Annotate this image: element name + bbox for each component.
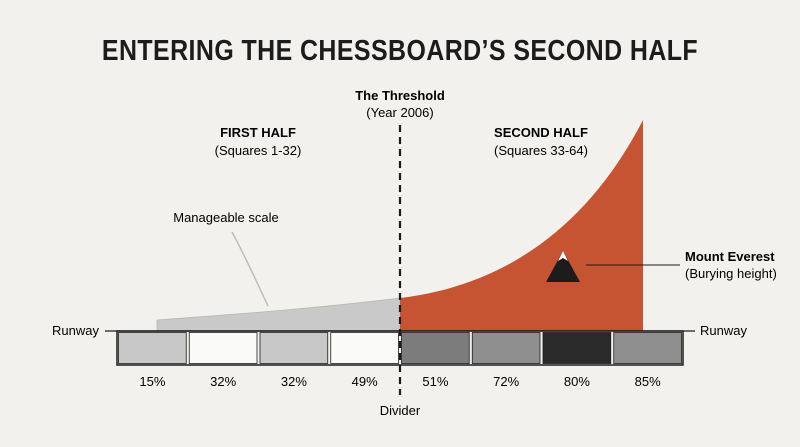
segment-7 <box>542 332 612 364</box>
everest-subtitle: (Burying height) <box>685 266 777 281</box>
segment-4 <box>330 332 399 364</box>
threshold-subtitle: (Year 2006) <box>366 105 433 120</box>
divider-label: Divider <box>380 403 421 418</box>
segment-labels: 15% 32% 32% 49% 51% 72% 80% 85% <box>139 374 661 389</box>
everest-title: Mount Everest <box>685 249 775 264</box>
segment-label-3: 32% <box>281 374 307 389</box>
segment-2 <box>188 332 258 364</box>
segment-3 <box>259 332 329 364</box>
segment-8 <box>613 332 682 364</box>
mountain-icon <box>546 251 580 282</box>
segment-5 <box>401 332 470 364</box>
runway-right-label: Runway <box>700 323 747 338</box>
page-title: ENTERING THE CHESSBOARD’S SECOND HALF <box>102 34 698 66</box>
second-half-subtitle: (Squares 33-64) <box>494 143 588 158</box>
first-half-subtitle: (Squares 1-32) <box>215 143 302 158</box>
runway-left-label: Runway <box>52 323 99 338</box>
threshold-title: The Threshold <box>355 88 445 103</box>
first-half-area <box>156 297 401 332</box>
segment-bar <box>118 332 682 364</box>
segment-label-8: 85% <box>635 374 661 389</box>
segment-1 <box>118 332 187 364</box>
first-half-title: FIRST HALF <box>220 125 296 140</box>
segment-label-5: 51% <box>422 374 448 389</box>
segment-label-7: 80% <box>564 374 590 389</box>
segment-label-1: 15% <box>139 374 165 389</box>
segment-label-6: 72% <box>493 374 519 389</box>
segment-label-4: 49% <box>352 374 378 389</box>
segment-label-2: 32% <box>210 374 236 389</box>
manageable-scale-leader <box>231 231 269 307</box>
manageable-scale-label: Manageable scale <box>173 210 279 225</box>
second-half-area <box>400 120 643 331</box>
second-half-title: SECOND HALF <box>494 125 588 140</box>
segment-6 <box>471 332 541 364</box>
